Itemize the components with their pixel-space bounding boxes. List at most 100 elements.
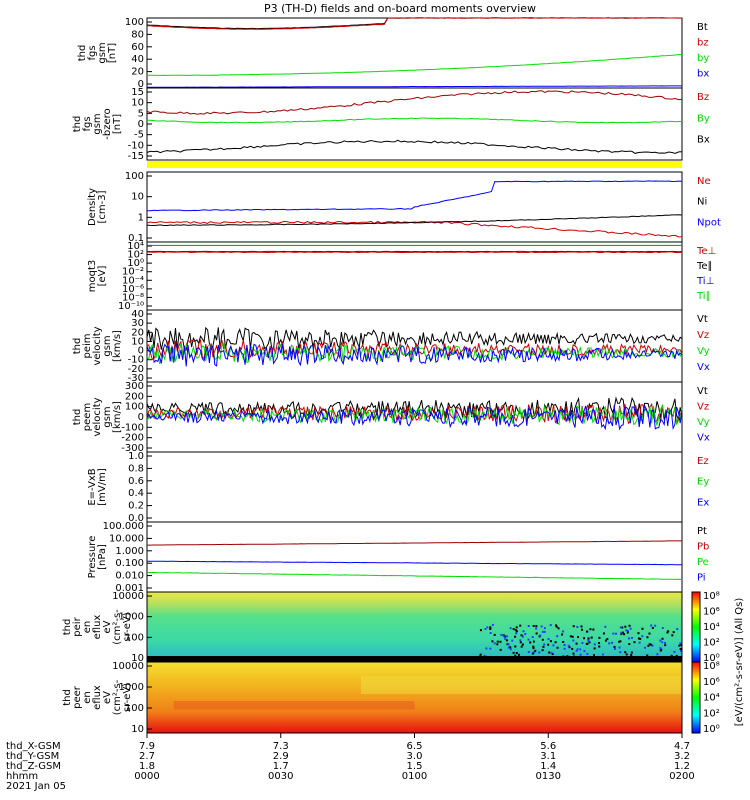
legend-Pb: Pb (697, 542, 709, 553)
y-tick-label: 40 (131, 54, 144, 65)
x-row-value: 3.1 (540, 751, 556, 762)
y-axis-label-line: (cm²-s- (112, 609, 123, 645)
y-tick-label: 100 (125, 632, 144, 643)
y-tick-label: 100 (125, 703, 144, 714)
x-row-value: 5.6 (540, 741, 556, 752)
spectrogram-bottom-band (147, 656, 682, 662)
x-row-value: 7.9 (139, 741, 155, 752)
x-row-value: 6.5 (407, 741, 423, 752)
y-tick-label: 100.000 (103, 521, 144, 532)
y-tick-label: 1 (138, 212, 144, 223)
y-tick-label: -100 (121, 422, 144, 433)
trace-Bt (146, 17, 683, 30)
legend-Bx: Bx (697, 135, 710, 146)
y-tick-label: 1000 (119, 612, 144, 623)
trace-Vt (146, 326, 683, 351)
y-axis-label-line: gsm (97, 42, 108, 63)
y-axis-label-line: en (82, 691, 93, 704)
colorbar-label: [eV/(cm²-s-sr-eV)] (All Qs) (734, 598, 745, 727)
y-axis-label-line: [cm-3] (97, 190, 108, 223)
y-axis-label-line: fgs (87, 45, 98, 60)
y-tick-label: 10000 (112, 661, 144, 672)
y-tick-label: 10 (131, 724, 144, 735)
y-axis-label-line: fgs (82, 116, 93, 131)
panel-frame (146, 309, 683, 383)
x-row-value: 1.8 (139, 761, 155, 772)
colorbar-tick-label: 10⁸ (703, 661, 720, 672)
y-axis-label-line: eflux (92, 685, 103, 710)
y-tick-label: 0.8 (128, 463, 144, 474)
y-tick-label: 0.2 (128, 501, 144, 512)
trace-Vx (146, 343, 683, 367)
x-row-value: 3.0 (407, 751, 423, 762)
x-row-value: 2.9 (273, 751, 289, 762)
y-tick-label: 0.1 (128, 233, 144, 244)
panel-10: 10000 1000 100 10 thdpeerenefluxeV(cm²-s-sr-… (62, 661, 683, 735)
trace-bx (147, 85, 682, 88)
x-row-value: 0200 (669, 771, 694, 782)
legend-Vt: Vt (697, 386, 708, 397)
legend-By: By (697, 113, 710, 124)
legend-Ez: Ez (697, 456, 709, 467)
y-tick-label: 60 (131, 42, 144, 53)
x-row-value: 1.5 (407, 761, 423, 772)
legend-Vz: Vz (697, 402, 709, 413)
x-row-value: 7.3 (273, 741, 289, 752)
y-axis-label-line: [km/s] (112, 401, 123, 433)
y-axis-label-line: eV (102, 620, 113, 633)
panel-3: 100 10 1 0.1 Density[cm-3] Ne Ni Npot (87, 171, 721, 244)
y-tick-label: 40 (131, 309, 144, 320)
y-axis-label-line: moqt3 (87, 260, 98, 293)
x-row-label: thd_Y-GSM (6, 751, 59, 762)
y-axis-label-line: eflux (92, 615, 103, 640)
legend-Vt: Vt (697, 314, 708, 325)
colorbar-tick-label: 10⁴ (703, 622, 720, 633)
y-axis-label: thdpeerenefluxeV(cm²-s-sr-eV) (62, 679, 133, 715)
legend-Npot: Npot (697, 217, 721, 228)
trace-By (146, 117, 683, 124)
y-axis-label-line: sr-eV) (122, 612, 133, 641)
y-tick-label: 10² (127, 250, 144, 261)
y-tick-label: -5 (134, 130, 144, 141)
x-row-value: 0000 (134, 771, 159, 782)
legend-Vz: Vz (697, 330, 709, 341)
trace-Bz (146, 90, 683, 115)
y-axis-label-line: en (82, 621, 93, 634)
legend-bx: bx (697, 69, 709, 80)
y-tick-label: 100 (125, 17, 144, 28)
y-axis-label-line: [km/s] (112, 330, 123, 362)
y-axis-label-line: [nT] (107, 43, 118, 63)
x-row-value: 1.2 (674, 761, 690, 772)
y-axis-label-line: thd (72, 409, 83, 426)
legend-Vx: Vx (697, 362, 710, 373)
y-axis-label: thdpeirenefluxeV(cm²-s-sr-eV) (62, 609, 133, 645)
trace-Ni (146, 214, 683, 227)
colorbar-tick-label: 10² (703, 708, 720, 719)
y-axis-label: Pressure[nPa] (87, 536, 108, 579)
legend-Ni: Ni (697, 197, 707, 208)
y-axis-label-line: [nT] (112, 114, 123, 134)
y-tick-label: 0 (138, 79, 144, 90)
panels: 100806040200thdfgsgsm[nT]Btbzbybx151050-… (62, 17, 721, 735)
y-axis-label: thdpeemvelocitygsm[km/s] (72, 397, 123, 436)
y-tick-label: -20 (128, 364, 144, 375)
y-tick-label: 10⁻⁴ (122, 275, 144, 286)
y-axis-label-line: velocity (92, 397, 103, 436)
spectrogram-electron (147, 662, 682, 733)
x-row-value: 1.7 (273, 761, 289, 772)
trace-by (146, 54, 683, 76)
y-axis-label-line: peer (72, 685, 83, 709)
y-axis-label: thdpeimvelocitygsm[km/s] (72, 326, 123, 365)
legend-Pi: Pi (697, 573, 706, 584)
trace-Pi (147, 560, 683, 566)
y-tick-label: -10 (128, 140, 144, 151)
y-axis-label: E=-VxB[mV/m] (87, 468, 108, 506)
y-axis-label-line: thd (62, 689, 73, 706)
y-axis-label: thdfgsgsm-bzero[nT] (72, 108, 123, 139)
legend-Ex: Ex (697, 497, 709, 508)
spectrogram-band (361, 676, 682, 694)
y-tick-label: 15 (131, 87, 144, 98)
y-axis-label: Density[cm-3] (87, 188, 108, 226)
